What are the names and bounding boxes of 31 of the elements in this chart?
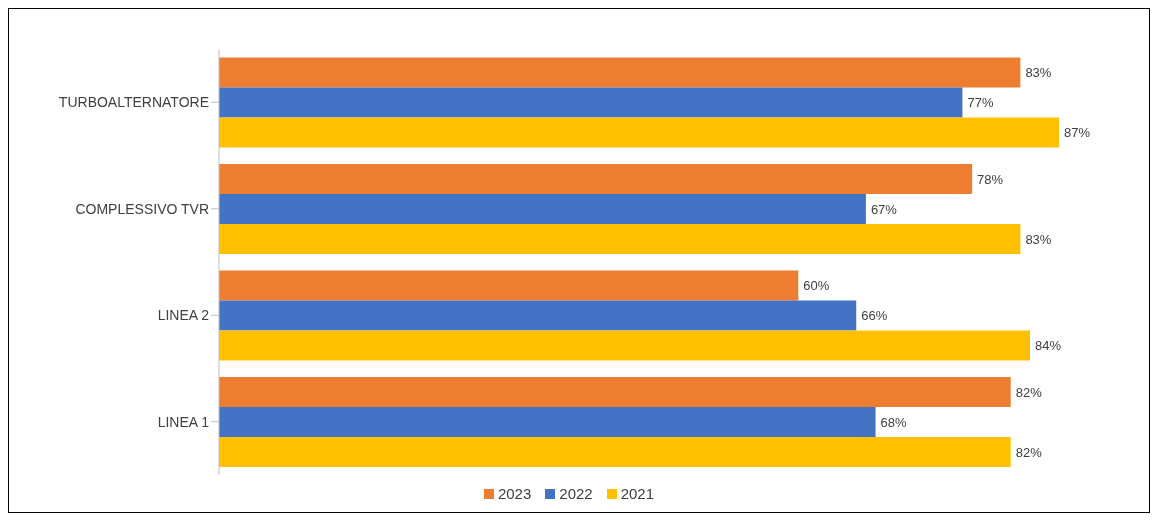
y-tick-label: LINEA 2 xyxy=(157,307,210,324)
data-label: 84% xyxy=(1035,338,1062,354)
bar xyxy=(219,377,1011,408)
bar xyxy=(219,194,866,225)
bar xyxy=(219,117,1059,148)
data-label: 77% xyxy=(967,95,994,111)
data-label: 66% xyxy=(861,308,888,324)
bar xyxy=(219,270,799,301)
data-label: 83% xyxy=(1025,231,1052,247)
y-tick-label: LINEA 1 xyxy=(157,413,210,430)
bar xyxy=(219,407,876,438)
bar xyxy=(219,300,857,331)
bar xyxy=(219,330,1031,361)
data-label: 68% xyxy=(880,414,908,430)
data-label: 82% xyxy=(1015,384,1043,400)
y-tick-label: TURBOALTERNATORE xyxy=(58,94,209,111)
data-label: 78% xyxy=(977,171,1004,187)
legend-label: 2023 xyxy=(497,485,532,502)
bar xyxy=(219,87,963,118)
data-label: 60% xyxy=(803,278,830,294)
data-label: 82% xyxy=(1015,444,1043,460)
bar xyxy=(219,437,1011,468)
y-tick-label: COMPLESSIVO TVR xyxy=(75,200,209,217)
bar xyxy=(219,164,973,195)
legend-label: 2021 xyxy=(620,485,655,502)
bar xyxy=(219,57,1021,88)
data-label: 67% xyxy=(870,201,898,217)
legend-label: 2022 xyxy=(559,485,593,502)
bar xyxy=(219,224,1021,255)
data-label: 87% xyxy=(1064,125,1091,141)
data-label: 83% xyxy=(1025,65,1052,81)
